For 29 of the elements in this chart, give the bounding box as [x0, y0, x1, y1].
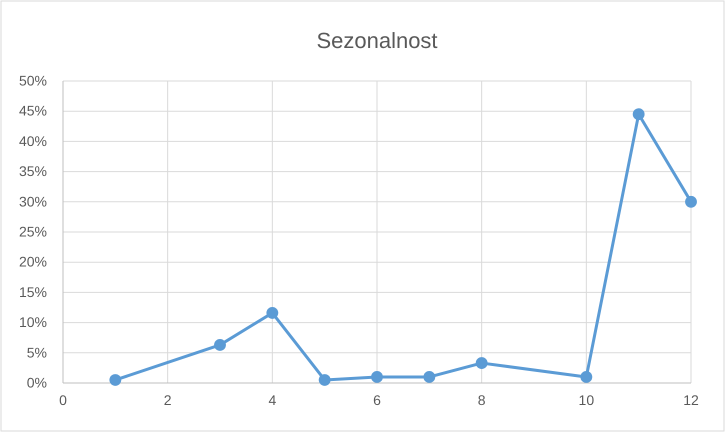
- y-tick-label: 35%: [18, 163, 47, 180]
- x-tick-label: 2: [164, 392, 172, 408]
- x-tick-label: 4: [268, 392, 276, 408]
- point: [476, 357, 488, 369]
- y-tick-label: 20%: [18, 254, 47, 270]
- x-tick-label: 0: [59, 392, 68, 408]
- y-tick-label: 0%: [26, 374, 47, 390]
- point: [266, 307, 278, 319]
- chart-title: Sezonalnost: [316, 28, 438, 53]
- y-tick-label: 25%: [18, 223, 47, 240]
- y-tick-label: 10%: [18, 314, 47, 330]
- y-tick-label: 15%: [18, 284, 47, 300]
- x-tick-label: 8: [478, 392, 486, 408]
- point: [371, 371, 383, 383]
- point: [318, 374, 331, 386]
- y-tick-label: 50%: [18, 72, 47, 88]
- point: [580, 371, 592, 383]
- point: [109, 374, 122, 386]
- y-tick-label: 5%: [26, 344, 47, 360]
- x-tick-label: 6: [373, 392, 382, 408]
- x-tick-label: 12: [683, 392, 699, 408]
- y-tick-label: 45%: [18, 102, 47, 119]
- y-tick-label: 40%: [18, 132, 47, 149]
- point: [685, 196, 697, 208]
- point: [632, 108, 645, 120]
- y-tick-label: 30%: [18, 193, 47, 210]
- x-tick-label: 10: [578, 392, 594, 408]
- point: [423, 371, 436, 383]
- point: [214, 339, 226, 351]
